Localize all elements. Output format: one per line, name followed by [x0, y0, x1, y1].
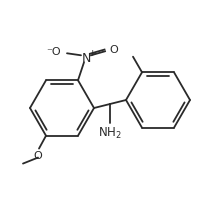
Text: O: O [109, 45, 118, 55]
Text: NH$_2$: NH$_2$ [98, 126, 122, 141]
Text: N: N [81, 52, 91, 65]
Text: +: + [88, 49, 95, 58]
Text: ⁻O: ⁻O [46, 47, 61, 57]
Text: O: O [34, 151, 42, 160]
